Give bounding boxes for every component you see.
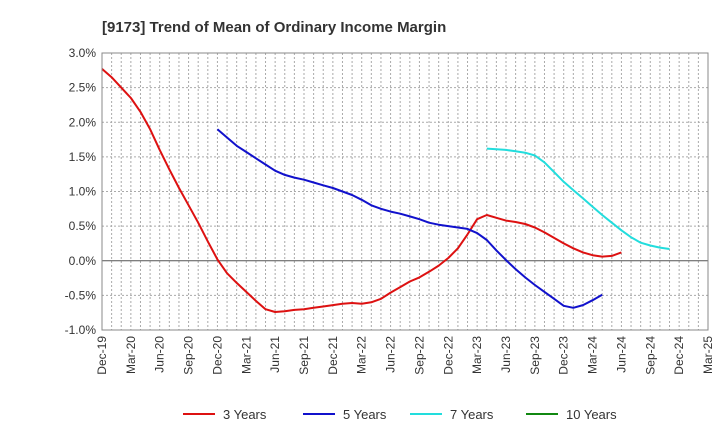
x-tick-label: Sep-21	[297, 336, 311, 375]
x-tick-label: Jun-21	[268, 336, 282, 373]
x-tick-label: Mar-22	[355, 336, 369, 374]
axes: 3.0%2.5%2.0%1.5%1.0%0.5%0.0%-0.5%-1.0%De…	[65, 46, 715, 375]
y-tick-label: -0.5%	[65, 288, 97, 302]
x-tick-label: Mar-20	[124, 336, 138, 374]
y-tick-label: 2.0%	[69, 115, 97, 129]
x-tick-label: Jun-23	[499, 336, 513, 373]
grid	[101, 52, 709, 331]
legend: 3 Years 5 Years 7 Years 10 Years	[183, 407, 617, 422]
legend-label: 10 Years	[566, 407, 617, 422]
y-tick-label: 3.0%	[69, 46, 97, 60]
series-line-7-years	[486, 147, 670, 250]
x-tick-label: Mar-21	[239, 336, 253, 374]
y-tick-label: 0.0%	[69, 254, 97, 268]
series-line-5-years	[216, 128, 603, 309]
x-tick-label: Dec-23	[557, 336, 571, 375]
x-tick-label: Jun-20	[153, 336, 167, 373]
x-tick-label: Sep-20	[182, 336, 196, 375]
x-tick-label: Sep-23	[528, 336, 542, 375]
x-tick-label: Mar-25	[701, 336, 715, 374]
series-layer	[101, 68, 670, 313]
x-tick-label: Dec-24	[672, 336, 686, 375]
x-tick-label: Dec-19	[95, 336, 109, 375]
legend-label: 7 Years	[450, 407, 494, 422]
plot-frame	[101, 52, 709, 331]
y-tick-label: -1.0%	[65, 323, 97, 337]
legend-label: 5 Years	[343, 407, 387, 422]
x-tick-label: Jun-24	[614, 336, 628, 373]
x-tick-label: Sep-22	[412, 336, 426, 375]
x-tick-label: Mar-24	[586, 336, 600, 374]
x-tick-label: Dec-22	[441, 336, 455, 375]
x-tick-label: Jun-22	[384, 336, 398, 373]
chart-title: [9173] Trend of Mean of Ordinary Income …	[102, 19, 446, 36]
y-tick-label: 0.5%	[69, 219, 97, 233]
y-tick-label: 1.0%	[69, 185, 97, 199]
legend-label: 3 Years	[223, 407, 267, 422]
x-tick-label: Dec-20	[210, 336, 224, 375]
x-tick-label: Sep-24	[643, 336, 657, 375]
y-tick-label: 1.5%	[69, 150, 97, 164]
x-tick-label: Dec-21	[326, 336, 340, 375]
x-tick-label: Mar-23	[470, 336, 484, 374]
y-tick-label: 2.5%	[69, 81, 97, 95]
series-line-3-years	[101, 68, 622, 313]
